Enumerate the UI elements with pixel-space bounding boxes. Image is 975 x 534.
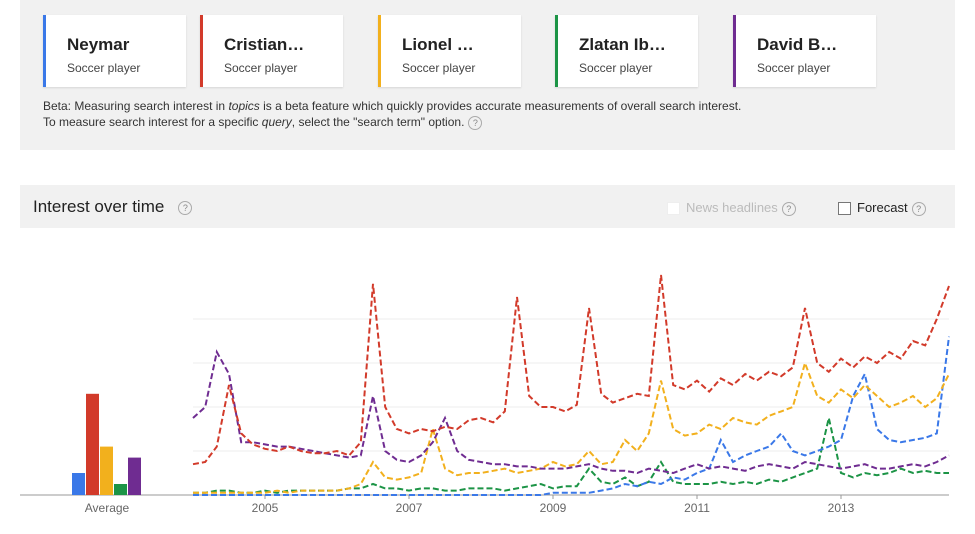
series-line bbox=[193, 336, 950, 496]
beta-text: topics bbox=[228, 99, 260, 113]
beta-text: is a beta feature which quickly provides… bbox=[43, 99, 742, 129]
topic-card[interactable]: Zlatan Ib… Soccer player bbox=[555, 15, 698, 87]
forecast-option[interactable]: Forecast? bbox=[838, 200, 926, 216]
help-icon[interactable]: ? bbox=[468, 115, 483, 130]
topic-card[interactable]: Neymar Soccer player bbox=[43, 15, 186, 87]
x-tick-label: 2009 bbox=[540, 501, 567, 515]
average-bar bbox=[72, 473, 85, 495]
topic-type: Soccer player bbox=[67, 61, 141, 75]
average-bar bbox=[100, 446, 113, 495]
beta-text: , select the "search term" option. bbox=[291, 115, 465, 129]
news-label: News headlines bbox=[686, 200, 778, 215]
topic-card[interactable]: Cristian… Soccer player bbox=[200, 15, 343, 87]
average-bar bbox=[86, 393, 99, 495]
beta-note: Beta: Measuring search interest in topic… bbox=[43, 98, 743, 130]
average-bar bbox=[114, 484, 127, 495]
section-header: Interest over time? News headlines? Fore… bbox=[20, 185, 955, 228]
average-label: Average bbox=[85, 501, 130, 515]
help-icon[interactable]: ? bbox=[178, 200, 193, 215]
topic-type: Soccer player bbox=[757, 61, 831, 75]
topic-type: Soccer player bbox=[579, 61, 653, 75]
forecast-label: Forecast bbox=[857, 200, 908, 215]
topic-type: Soccer player bbox=[402, 61, 476, 75]
topic-type: Soccer player bbox=[224, 61, 298, 75]
help-icon[interactable]: ? bbox=[911, 201, 926, 216]
beta-text: query bbox=[261, 115, 292, 129]
topic-name: Zlatan Ib… bbox=[579, 35, 666, 54]
section-title: Interest over time bbox=[33, 197, 165, 216]
series-line bbox=[193, 359, 950, 494]
average-bar bbox=[128, 457, 141, 495]
topic-name: Cristian… bbox=[224, 35, 305, 54]
x-tick-label: 2011 bbox=[684, 501, 710, 515]
topic-card[interactable]: David B… Soccer player bbox=[733, 15, 876, 87]
series-line bbox=[193, 417, 949, 494]
x-tick-label: 2007 bbox=[396, 501, 423, 515]
beta-text: Beta: Measuring search interest in bbox=[43, 99, 229, 113]
topic-name: Neymar bbox=[67, 35, 130, 54]
topic-name: David B… bbox=[757, 35, 838, 54]
topic-card[interactable]: Lionel … Soccer player bbox=[378, 15, 521, 87]
topic-name: Lionel … bbox=[402, 35, 474, 54]
x-tick-label: 2005 bbox=[252, 501, 279, 515]
news-option[interactable]: News headlines? bbox=[667, 200, 796, 216]
checkbox[interactable] bbox=[838, 202, 851, 216]
section-title-wrap: Interest over time? bbox=[33, 197, 193, 217]
series-line bbox=[192, 274, 950, 466]
series-line bbox=[192, 349, 950, 475]
help-icon[interactable]: ? bbox=[781, 201, 796, 216]
checkbox[interactable] bbox=[667, 202, 680, 216]
x-tick-label: 2013 bbox=[828, 501, 855, 515]
